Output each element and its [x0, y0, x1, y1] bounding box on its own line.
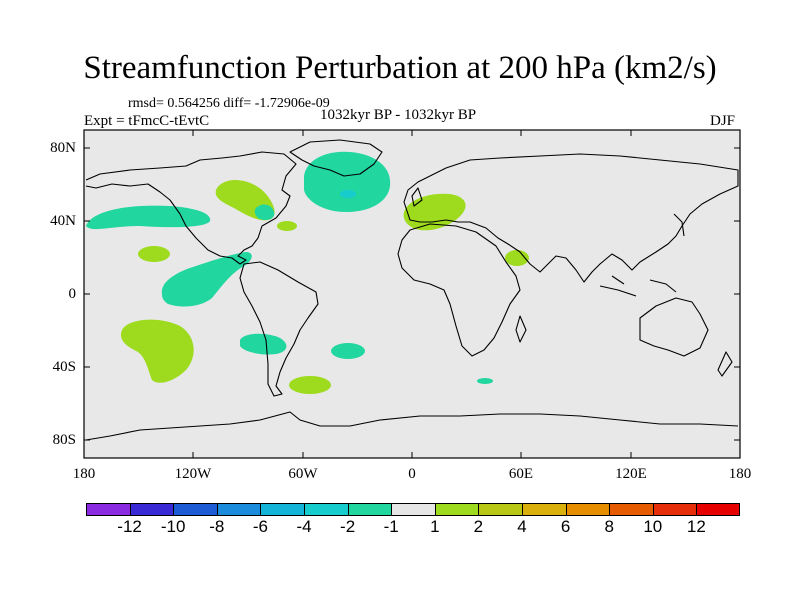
colorbar-box — [696, 503, 741, 516]
colorbar-box — [304, 503, 349, 516]
xtick-label-180w: 180 — [72, 466, 96, 482]
colorbar-box — [347, 503, 392, 516]
colorbar-box — [391, 503, 436, 516]
coast-new-zealand — [717, 351, 733, 377]
anomaly-north-atlantic-neg — [304, 151, 391, 212]
colorbar-box — [129, 503, 174, 516]
colorbar-label: 4 — [517, 517, 527, 536]
anomaly-great-lakes-neg — [254, 204, 275, 220]
period-label: 1032kyr BP - 1032kyr BP — [320, 107, 477, 123]
colorbar-box — [652, 503, 697, 516]
colorbar-label: -1 — [383, 517, 399, 536]
anomaly-arabia-pos — [505, 250, 529, 266]
anomaly-south-pacific-pos — [120, 319, 194, 383]
anomaly-southern-indian-neg — [477, 378, 493, 384]
colorbar-label: 1 — [430, 517, 440, 536]
colorbar-box — [86, 503, 131, 516]
coast-africa — [397, 223, 521, 357]
colorbar-label: -6 — [252, 517, 268, 536]
colorbar-label: -2 — [340, 517, 356, 536]
anomaly-pacific-40n-neg — [86, 205, 211, 230]
anomaly-south-atlantic-neg — [331, 343, 365, 359]
colorbar-box — [609, 503, 654, 516]
anomaly-tropical-pacific-neg — [161, 252, 252, 307]
colorbar-box — [173, 503, 218, 516]
colorbar-label: 8 — [604, 517, 614, 536]
colorbar-label: -10 — [160, 517, 186, 536]
colorbar-box — [565, 503, 610, 516]
coast-antarctica — [85, 411, 739, 441]
colorbar-box — [434, 503, 479, 516]
ytick-label-80n: 80N — [50, 140, 76, 156]
experiment-label: Expt = tFmcC-tEvtC — [84, 113, 210, 129]
coast-eurasia — [403, 153, 739, 283]
coast-north-america — [85, 151, 297, 265]
colorbar-label: -8 — [209, 517, 225, 536]
anomaly-great-lakes-pos — [277, 221, 297, 231]
coast-madagascar — [515, 315, 527, 343]
ytick-label-0: 0 — [68, 286, 77, 302]
colorbar-box — [522, 503, 567, 516]
coast-australia — [639, 297, 709, 357]
coast-south-america — [239, 261, 319, 397]
season-label: DJF — [710, 113, 736, 129]
anomaly-south-atlantic-pos — [289, 376, 331, 394]
colorbar-box — [216, 503, 261, 516]
xtick-label-120w: 120W — [174, 466, 212, 482]
xtick-label-180e: 180 — [728, 466, 752, 482]
ytick-label-40s: 40S — [52, 359, 76, 375]
colorbar-label: 10 — [643, 517, 663, 536]
colorbar-label: -12 — [117, 517, 142, 536]
coast-maritime-continent — [599, 275, 677, 297]
coast-uk — [411, 187, 423, 207]
anomaly-north-atlantic-core — [340, 190, 356, 198]
coastlines — [85, 139, 739, 441]
colorbar-label: 6 — [560, 517, 571, 536]
coast-greenland — [289, 139, 383, 177]
xtick-label-60e: 60E — [508, 466, 534, 482]
xtick-label-120e: 120E — [615, 466, 647, 482]
ytick-label-80s: 80S — [52, 432, 76, 448]
xtick-label-0: 0 — [408, 466, 416, 482]
axis-ticks — [84, 130, 740, 458]
xtick-label-60w: 60W — [288, 466, 318, 482]
colorbar-label: -4 — [296, 517, 312, 536]
anomaly-south-america-neg — [240, 333, 287, 355]
colorbar-box — [478, 503, 523, 516]
map-frame — [83, 129, 741, 459]
colorbar-label: 12 — [686, 517, 706, 536]
colorbar-label: 2 — [473, 517, 484, 536]
coast-japan — [673, 213, 685, 237]
anomaly-central-pacific-pos — [138, 246, 170, 262]
ytick-label-40n: 40N — [50, 213, 76, 229]
stats-line: rmsd= 0.564256 diff= -1.72906e-09 — [128, 96, 330, 111]
map-title: Streamfunction Perturbation at 200 hPa (… — [83, 50, 717, 86]
colorbar-box — [260, 503, 305, 516]
